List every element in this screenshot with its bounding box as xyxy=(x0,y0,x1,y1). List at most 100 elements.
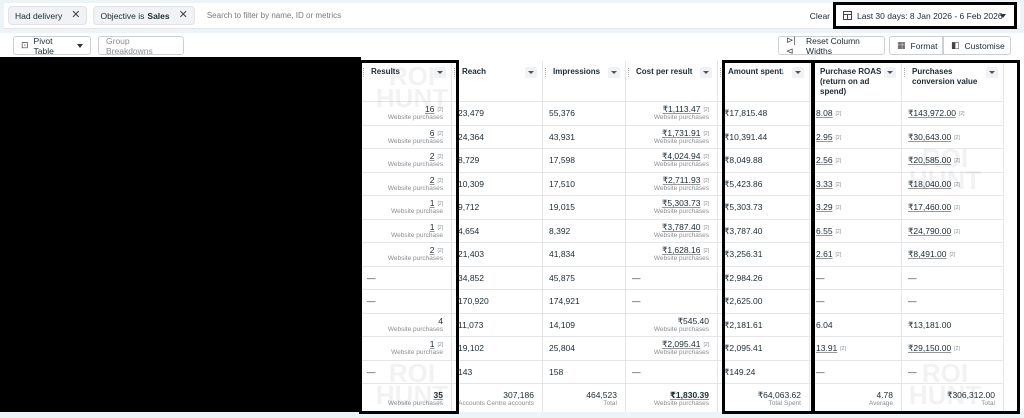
group-breakdowns-button[interactable]: Group Breakdowns xyxy=(98,36,184,56)
column-resize-icon: ⊳|⊲ xyxy=(786,34,796,56)
format-icon: ▦ xyxy=(897,40,906,50)
table-cell-reach: 34,852 xyxy=(452,266,543,290)
table-cell-cost_per_result: ₹4,024.94 [2] Website purchases xyxy=(626,149,718,173)
total-value[interactable]: 35 xyxy=(433,390,443,400)
total-subtitle: Average xyxy=(868,400,893,407)
column-header-cost_per_result[interactable]: Cost per result xyxy=(626,61,718,102)
cell-value: — xyxy=(632,272,641,283)
table-cell-reach: 11,073 xyxy=(452,313,543,337)
chevron-down-icon xyxy=(611,71,617,74)
cell-value[interactable]: 1 xyxy=(429,198,435,209)
table-cell-purchase_roas: 6.04 xyxy=(810,313,902,337)
cell-value[interactable]: 1 xyxy=(429,339,435,350)
filter-chip-had-delivery[interactable]: Had delivery ✕ xyxy=(8,6,88,25)
drag-handle-icon[interactable] xyxy=(454,68,456,77)
cell-value: 11,073 xyxy=(458,319,484,330)
cell-value[interactable]: ₹24,790.00 xyxy=(908,225,952,236)
column-menu-button[interactable] xyxy=(434,67,446,78)
column-menu-button[interactable] xyxy=(792,67,804,78)
column-header-purchases_conversion_value[interactable]: Purchases conversion value xyxy=(902,61,1004,102)
table-cell-purchase_roas: — xyxy=(810,290,902,314)
cell-value: ₹3,787.40 xyxy=(724,225,763,236)
cell-value[interactable]: 3.29 xyxy=(816,202,833,213)
drag-handle-icon[interactable] xyxy=(904,68,906,77)
chevron-down-icon xyxy=(703,71,709,74)
cell-value: — xyxy=(908,296,917,307)
cell-subtitle: Website purchases xyxy=(387,114,443,122)
column-header-reach[interactable]: Reach xyxy=(452,61,543,102)
table-total-purchases_conversion_value: ₹306,312.00 Total xyxy=(902,384,1004,414)
cell-value[interactable]: 2 xyxy=(429,151,435,162)
cell-value[interactable]: 13.91 xyxy=(816,343,838,354)
cell-value[interactable]: 8.08 xyxy=(816,108,833,119)
cell-value[interactable]: 6 xyxy=(429,127,435,138)
cell-value[interactable]: 2 xyxy=(429,174,435,185)
cell-value[interactable]: 2.56 xyxy=(816,155,833,166)
table-cell-purchase_roas: 2.56 [2] xyxy=(810,149,902,173)
cell-value[interactable]: 3.33 xyxy=(816,178,833,189)
cell-value[interactable]: ₹20,585.00 xyxy=(908,155,952,166)
cell-value[interactable]: 16 xyxy=(424,104,435,115)
sort-descending-icon[interactable]: ↓ xyxy=(780,66,786,76)
cell-value[interactable]: ₹18,040.00 xyxy=(908,178,952,189)
table-cell-purchases_conversion_value: ₹24,790.00 [2] xyxy=(902,219,1004,243)
search-input[interactable] xyxy=(206,11,607,20)
cell-value: ₹5,303.73 xyxy=(724,202,763,213)
column-menu-button[interactable] xyxy=(700,67,712,78)
cell-value[interactable]: 6.55 xyxy=(816,225,833,236)
column-menu-button[interactable] xyxy=(525,67,537,78)
cell-value[interactable]: ₹1,113.47 xyxy=(662,104,701,115)
cell-subtitle: Website purchases xyxy=(653,349,709,357)
table-cell-reach: 10,309 xyxy=(452,172,543,196)
cell-value: 8,392 xyxy=(549,225,571,236)
close-icon[interactable]: ✕ xyxy=(178,9,188,21)
drag-handle-icon[interactable] xyxy=(628,68,630,77)
customise-button[interactable]: ◧ Customise xyxy=(943,36,1011,55)
cell-value[interactable]: 1 xyxy=(429,221,435,232)
cell-value[interactable]: ₹143,972.00 xyxy=(908,108,956,119)
reset-column-widths-button[interactable]: ⊳|⊲ Reset Column Widths xyxy=(778,34,885,56)
column-header-results[interactable]: Results xyxy=(361,61,452,102)
filter-chip-objective[interactable]: Objective is Sales ✕ xyxy=(93,6,195,25)
drag-handle-icon[interactable] xyxy=(545,68,547,77)
cell-value[interactable]: 2.61 xyxy=(816,249,833,260)
format-button[interactable]: ▦ Format xyxy=(889,36,943,55)
date-range-picker[interactable]: Last 30 days: 8 Jan 2026 - 6 Feb 2026 xyxy=(833,2,1017,29)
toolbar: ⊡ Pivot Table Group Breakdowns ⊳|⊲ Reset… xyxy=(0,33,1024,57)
column-header-purchase_roas[interactable]: Purchase ROAS (return on ad spend) xyxy=(810,61,902,102)
drag-handle-icon[interactable] xyxy=(812,68,814,77)
footnote-marker: [2] xyxy=(437,177,443,184)
cell-value[interactable]: ₹1,628.16 xyxy=(661,245,701,256)
cell-value: 45,875 xyxy=(549,272,575,283)
clear-filters-link[interactable]: Clear xyxy=(809,10,830,21)
column-menu-button[interactable] xyxy=(986,67,998,78)
column-menu-button[interactable] xyxy=(884,67,896,78)
cell-value[interactable]: 2 xyxy=(429,245,435,256)
cell-value[interactable]: 2.95 xyxy=(816,131,833,142)
drag-handle-icon[interactable] xyxy=(363,68,365,77)
cell-value[interactable]: ₹4,024.94 xyxy=(661,151,701,162)
cell-value[interactable]: ₹17,460.00 xyxy=(908,202,952,213)
drag-handle-icon[interactable] xyxy=(720,68,722,77)
cell-value[interactable]: ₹2,095.41 xyxy=(661,339,701,350)
column-menu-button[interactable] xyxy=(608,67,620,78)
cell-value[interactable]: ₹29,150.00 xyxy=(908,343,952,354)
column-header-amount_spent[interactable]: Amount spent ↓ xyxy=(718,61,810,102)
cell-value[interactable]: ₹8,491.00 xyxy=(908,249,947,260)
cell-value[interactable]: ₹2,711.93 xyxy=(662,174,701,185)
footnote-marker: [2] xyxy=(954,346,960,353)
cell-value[interactable]: ₹1,731.91 xyxy=(661,127,701,138)
cell-value[interactable]: ₹30,643.00 xyxy=(908,131,952,142)
footnote-marker: [2] xyxy=(954,181,960,188)
redacted-region xyxy=(0,57,361,412)
chevron-down-icon xyxy=(437,71,443,74)
chevron-down-icon xyxy=(887,71,893,74)
total-value[interactable]: ₹1,830.39 xyxy=(669,390,709,400)
column-header-impressions[interactable]: Impressions xyxy=(543,61,626,102)
pivot-table-button[interactable]: ⊡ Pivot Table xyxy=(13,36,91,56)
filter-chip-label: Objective is xyxy=(100,10,145,21)
cell-value[interactable]: ₹3,787.40 xyxy=(661,221,701,232)
close-icon[interactable]: ✕ xyxy=(71,9,81,21)
cell-value[interactable]: ₹5,303.73 xyxy=(661,198,701,209)
table-cell-impressions: 19,015 xyxy=(543,196,626,220)
